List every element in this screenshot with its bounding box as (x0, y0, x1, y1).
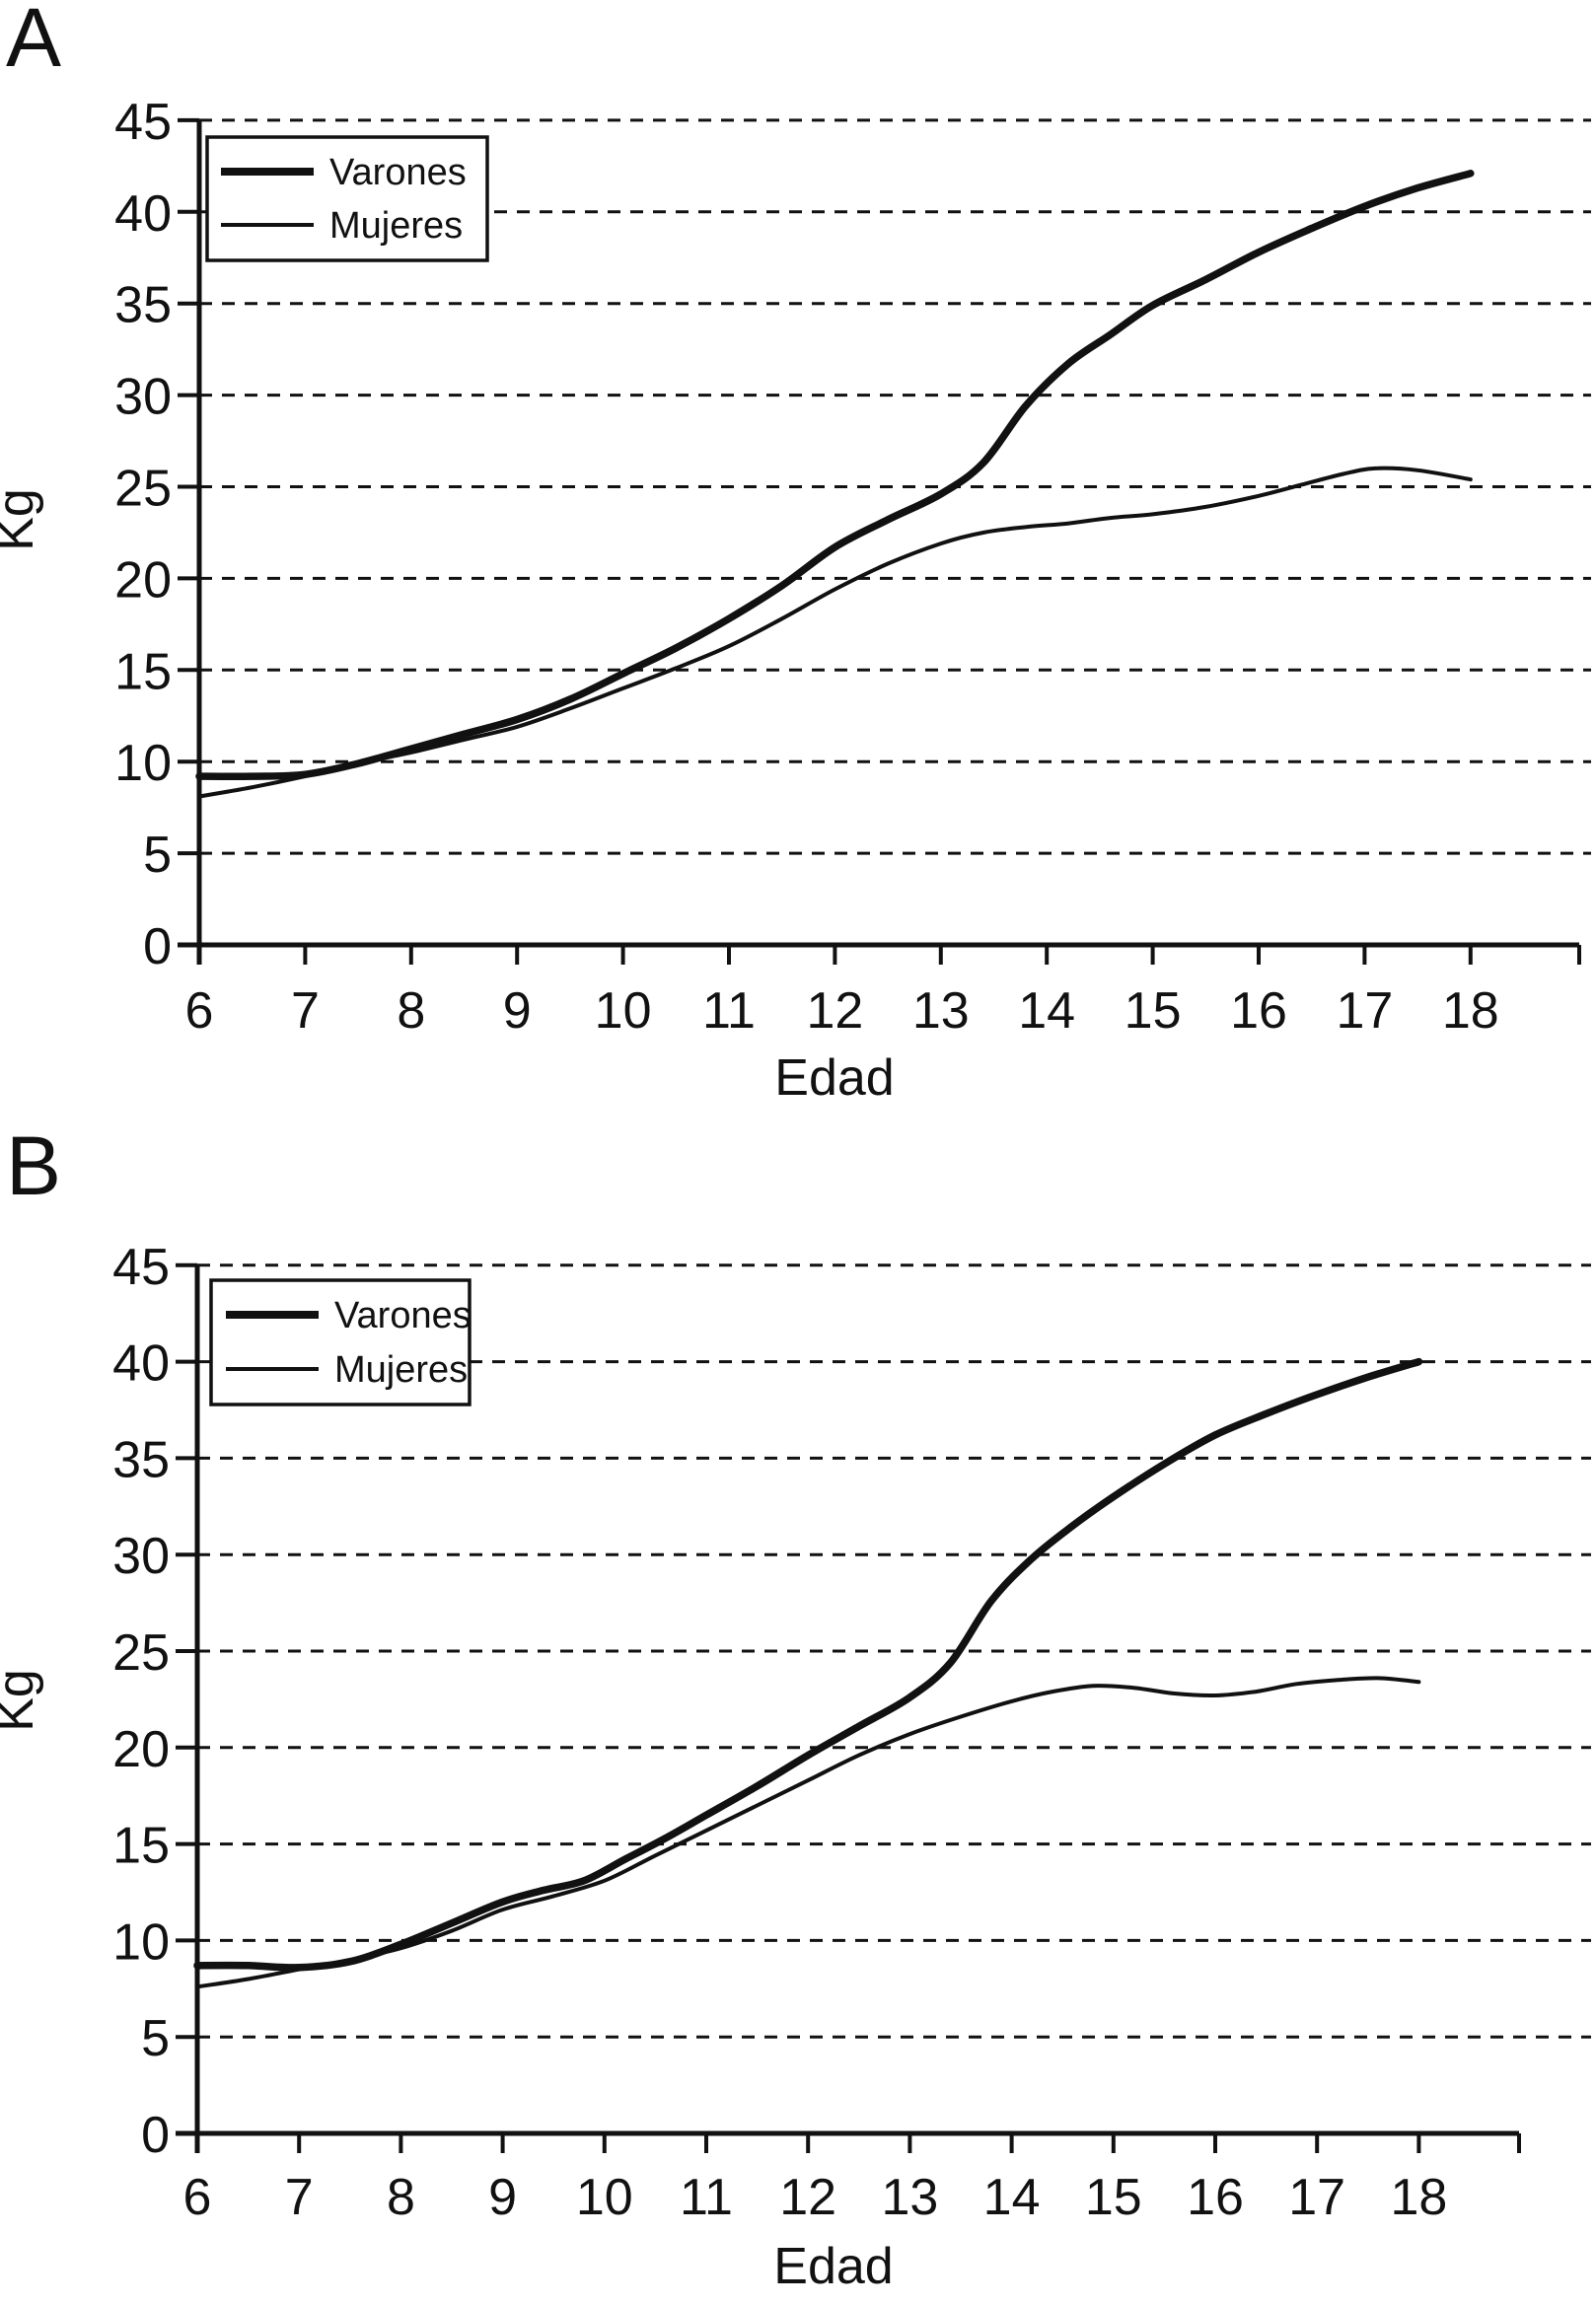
legend-label-mujeres: Mujeres (329, 205, 463, 247)
curve-mujeres-b (195, 1676, 1421, 1989)
x-tick-label-6: 6 (185, 982, 214, 1040)
curve-varones-b (193, 1357, 1423, 1972)
y-tick-label-30: 30 (114, 369, 172, 426)
panel-letter-a: A (6, 0, 62, 84)
x-tick-label-10: 10 (576, 2169, 633, 2226)
x-tick-label-13: 13 (881, 2169, 938, 2226)
y-tick-label-15: 15 (114, 643, 172, 700)
x-axis-title-edad: Edad (774, 1049, 894, 1107)
y-tick-label-10: 10 (114, 735, 172, 792)
x-tick-label-16: 16 (1230, 982, 1287, 1040)
y-tick-label-45: 45 (112, 1239, 170, 1296)
y-tick-label-20: 20 (114, 551, 172, 609)
y-tick-label-25: 25 (114, 461, 172, 518)
panel-letter-b: B (6, 1119, 62, 1212)
x-tick-label-12: 12 (779, 2169, 836, 2226)
legend-box (205, 135, 489, 262)
x-tick-label-13: 13 (912, 982, 970, 1040)
x-tick-label-18: 18 (1390, 2169, 1447, 2226)
y-tick-label-35: 35 (114, 277, 172, 334)
x-tick-label-11: 11 (702, 982, 756, 1040)
y-axis-title-kg: Kg (0, 488, 44, 551)
y-tick-label-25: 25 (112, 1624, 170, 1682)
y-tick-label-40: 40 (112, 1335, 170, 1393)
y-tick-label-10: 10 (112, 1913, 170, 1971)
x-tick-label-6: 6 (183, 2169, 212, 2226)
y-axis-title-kg: Kg (0, 1669, 44, 1732)
y-tick-label-15: 15 (112, 1818, 170, 1875)
y-tick-label-20: 20 (112, 1721, 170, 1778)
chart-panel-b: 0 5 10 15 20 25 30 35 40 45 6 7 8 9 10 11 12 13 14 15 16 17 18… (0, 1239, 1591, 2295)
y-tick-label-5: 5 (143, 827, 172, 884)
y-tick-label-35: 35 (112, 1431, 170, 1488)
x-tick-label-11: 11 (680, 2169, 733, 2226)
x-tick-label-15: 15 (1085, 2169, 1142, 2226)
legend-label-varones: Varones (334, 1295, 472, 1336)
x-tick-label-7: 7 (285, 2169, 314, 2226)
x-tick-label-14: 14 (983, 2169, 1041, 2226)
x-tick-label-7: 7 (291, 982, 320, 1040)
x-tick-label-12: 12 (806, 982, 863, 1040)
y-tick-label-0: 0 (143, 918, 172, 975)
x-tick-label-14: 14 (1018, 982, 1075, 1040)
y-tick-label-0: 0 (141, 2107, 170, 2164)
legend-label-mujeres: Mujeres (334, 1349, 468, 1391)
y-tick-label-45: 45 (114, 94, 172, 151)
legend-label-varones: Varones (329, 152, 467, 193)
y-tick-label-5: 5 (141, 2010, 170, 2067)
x-tick-label-9: 9 (503, 982, 532, 1040)
y-tick-label-30: 30 (112, 1528, 170, 1585)
curve-varones-a (195, 170, 1475, 780)
x-tick-label-8: 8 (387, 2169, 415, 2226)
chart-panel-a: 0 5 10 15 20 25 30 35 40 45 6 7 8 9 10 11 12 13 14 15 16 17 18… (0, 94, 1591, 1107)
x-tick-label-17: 17 (1288, 2169, 1345, 2226)
x-tick-label-17: 17 (1336, 982, 1393, 1040)
x-tick-label-18: 18 (1442, 982, 1499, 1040)
x-tick-label-10: 10 (595, 982, 652, 1040)
x-tick-label-9: 9 (488, 2169, 517, 2226)
x-tick-label-16: 16 (1187, 2169, 1244, 2226)
x-axis-title-edad: Edad (773, 2238, 893, 2295)
x-tick-label-15: 15 (1124, 982, 1182, 1040)
legend-box (209, 1278, 472, 1406)
y-tick-label-40: 40 (114, 185, 172, 243)
x-tick-label-8: 8 (397, 982, 425, 1040)
curve-mujeres-a (197, 466, 1473, 799)
